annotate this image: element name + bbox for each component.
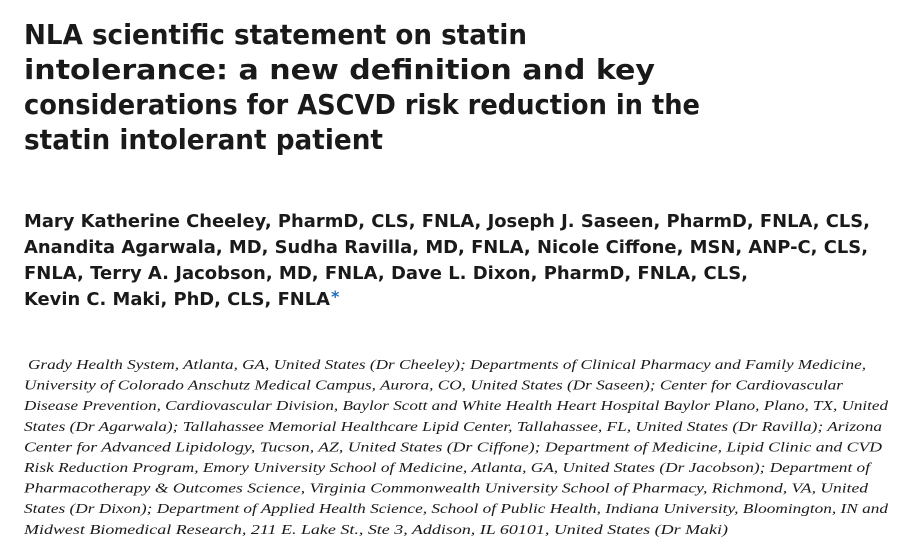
affiliation-line: Risk Reduction Program, Emory University… bbox=[23, 460, 873, 475]
affiliation-line: States (Dr Agarwala); Tallahassee Memori… bbox=[24, 419, 882, 434]
author-line: Kevin C. Maki, PhD, CLS, FNLA bbox=[24, 289, 330, 310]
affiliation-line: University of Colorado Anschutz Medical … bbox=[24, 378, 844, 393]
author-line: Anandita Agarwala, MD, Sudha Ravilla, MD… bbox=[24, 237, 868, 258]
affiliation-line: Grady Health System, Atlanta, GA, United… bbox=[28, 357, 866, 372]
title-line: NLA scientific statement on statin bbox=[24, 18, 527, 51]
affiliation-line: Midwest Biomedical Research, 211 E. Lake… bbox=[23, 522, 729, 537]
affiliation-line: States (Dr Dixon); Department of Applied… bbox=[24, 501, 888, 516]
title-line: statin intolerant patient bbox=[24, 123, 383, 156]
affiliation-line: Pharmacotherapy & Outcomes Science, Virg… bbox=[23, 481, 869, 496]
affiliation-line: Center for Advanced Lipidology, Tucson, … bbox=[24, 439, 882, 454]
affiliation-line: Disease Prevention, Cardiovascular Divis… bbox=[23, 398, 889, 413]
author-line: Mary Katherine Cheeley, PharmD, CLS, FNL… bbox=[24, 211, 870, 232]
title-line: considerations for ASCVD risk reduction … bbox=[24, 88, 700, 121]
author-line: FNLA, Terry A. Jacobson, MD, FNLA, Dave … bbox=[24, 263, 748, 284]
corresponding-mark: * bbox=[331, 287, 340, 306]
title-line: intolerance: a new definition and key bbox=[24, 53, 655, 86]
